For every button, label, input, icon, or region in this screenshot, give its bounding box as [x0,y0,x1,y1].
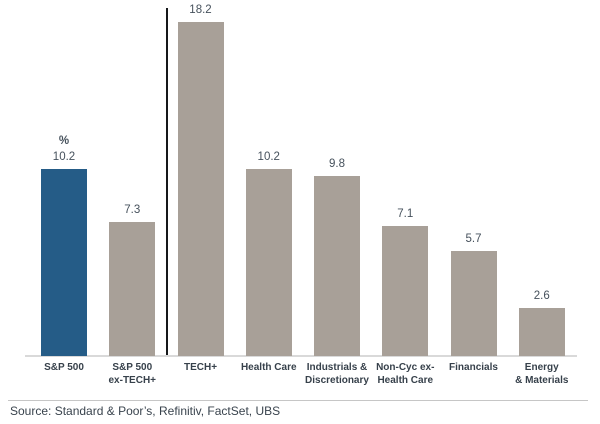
source-divider [8,400,588,401]
category-label: Energy & Materials [515,362,569,386]
value-label: 2.6 [533,290,550,302]
bar [382,226,429,356]
bar-column: 9.8 [303,158,371,356]
value-label: 5.7 [465,233,482,245]
value-label: 10.2 [52,151,76,163]
percent-unit-label: % [58,135,70,147]
bar-column: 2.6 [508,290,576,356]
category-label: TECH+ [183,362,218,373]
bar-column: % 10.2 [30,135,98,356]
bar [450,251,497,356]
category-label: S&P 500 [44,362,84,373]
bar-column: 10.2 [235,151,303,356]
bar-column: 7.1 [371,208,439,356]
series-divider-line [166,8,168,357]
value-label: 7.1 [397,208,414,220]
value-label: 10.2 [257,151,280,163]
category-label: Financials [449,362,498,373]
bar [177,22,224,356]
source-text: Source: Standard & Poor’s, Refinitiv, Fa… [10,404,281,418]
bar [109,222,156,356]
x-axis-line [25,355,577,357]
highlight-bar [41,169,87,356]
value-label: 9.8 [329,158,345,170]
category-label: Health Care [240,362,297,373]
category-label: Non-Cyc ex- Health Care [376,362,435,386]
bar-column: 18.2 [167,4,235,356]
bar [245,169,292,356]
category-label: Industrials & Discretionary [305,362,369,386]
bar [314,176,360,356]
bar [518,308,565,356]
bar-column: 7.3 [98,204,166,356]
bar-column: 5.7 [440,233,508,356]
value-label: 7.3 [124,204,141,216]
value-label: 18.2 [189,4,212,16]
category-label: S&P 500 ex-TECH+ [108,362,156,386]
